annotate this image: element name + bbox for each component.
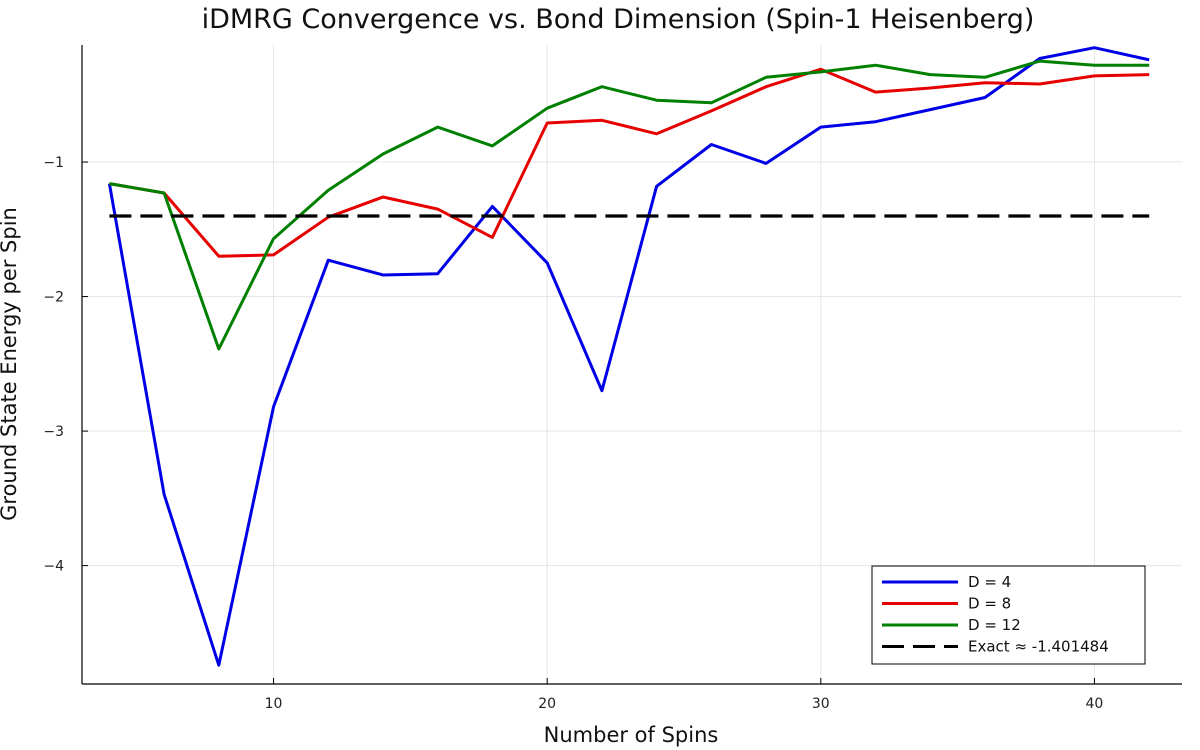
x-axis-label: Number of Spins [544,723,719,747]
legend-label: D = 8 [968,595,1011,613]
legend-label: D = 12 [968,616,1021,634]
series-line-2 [109,59,1150,351]
series-layer [107,46,1150,667]
legend-label: D = 4 [968,573,1011,591]
x-tick-label: 20 [538,696,556,712]
y-tick-label: −2 [43,290,64,306]
series-line-1 [109,67,1150,258]
series-line-0 [107,46,1150,667]
chart-title: iDMRG Convergence vs. Bond Dimension (Sp… [202,4,1035,35]
y-tick-label: −4 [43,559,64,575]
axes [81,45,1182,685]
x-tick-label: 10 [265,696,283,712]
x-tick-label: 40 [1086,696,1104,712]
tick-labels: 10 20 30 40 −4 −3 −2 −1 [43,155,1103,712]
grid [82,45,1182,684]
legend-label: Exact ≈ -1.401484 [968,638,1109,656]
y-tick-label: −1 [43,155,64,171]
y-tick-label: −3 [43,424,64,440]
x-tick-label: 30 [812,696,830,712]
y-axis-label: Ground State Energy per Spin [0,207,21,521]
legend: D = 4 D = 8 D = 12 Exact ≈ -1.401484 [871,565,1146,665]
